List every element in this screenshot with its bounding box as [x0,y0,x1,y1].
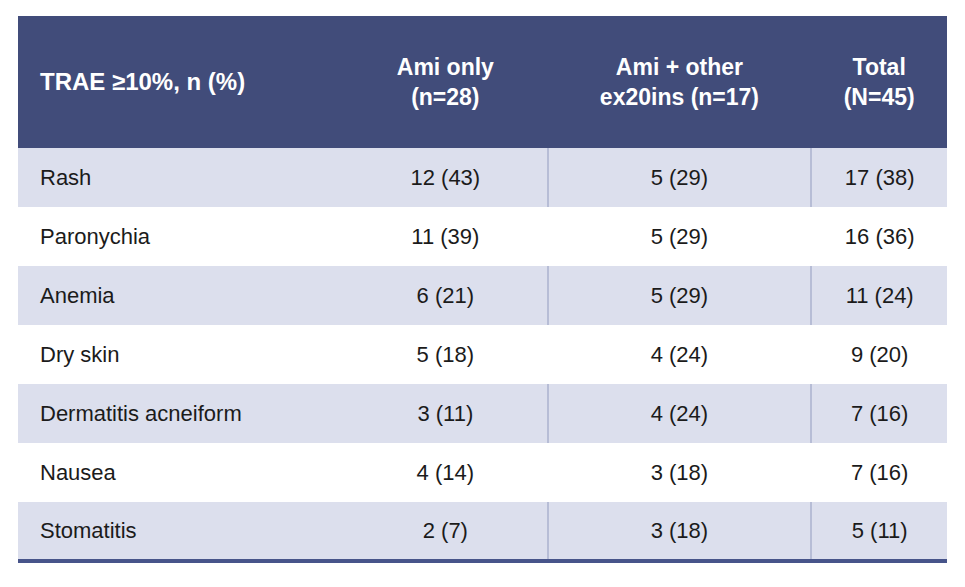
header-ami-other-line2: ex20ins (n=17) [552,82,808,112]
cell-ami-other: 4 (24) [548,384,812,443]
table-row: Rash 12 (43) 5 (29) 17 (38) [18,148,947,207]
header-ami-only: Ami only (n=28) [343,16,547,148]
header-ami-only-line1: Ami only [347,52,543,82]
row-label: Anemia [18,266,343,325]
adverse-events-table: TRAE ≥10%, n (%) Ami only (n=28) Ami + o… [18,16,947,563]
cell-ami-other: 4 (24) [548,325,812,384]
table-row: Dry skin 5 (18) 4 (24) 9 (20) [18,325,947,384]
cell-total: 17 (38) [811,148,947,207]
cell-total: 16 (36) [811,207,947,266]
table-row: Dermatitis acneiform 3 (11) 4 (24) 7 (16… [18,384,947,443]
cell-ami-other: 5 (29) [548,266,812,325]
row-label: Stomatitis [18,502,343,561]
cell-total: 9 (20) [811,325,947,384]
cell-total: 5 (11) [811,502,947,561]
cell-ami-only: 12 (43) [343,148,547,207]
cell-total: 7 (16) [811,443,947,502]
cell-ami-other: 5 (29) [548,148,812,207]
cell-ami-other: 5 (29) [548,207,812,266]
table-row: Stomatitis 2 (7) 3 (18) 5 (11) [18,502,947,561]
table-header-row: TRAE ≥10%, n (%) Ami only (n=28) Ami + o… [18,16,947,148]
row-label: Nausea [18,443,343,502]
cell-total: 7 (16) [811,384,947,443]
row-label: Paronychia [18,207,343,266]
header-total-line1: Total [815,52,943,82]
header-total-line2: (N=45) [815,82,943,112]
header-ami-other: Ami + other ex20ins (n=17) [548,16,812,148]
header-ami-only-line2: (n=28) [347,82,543,112]
table-row: Anemia 6 (21) 5 (29) 11 (24) [18,266,947,325]
header-ami-other-line1: Ami + other [552,52,808,82]
cell-total: 11 (24) [811,266,947,325]
cell-ami-only: 5 (18) [343,325,547,384]
cell-ami-only: 6 (21) [343,266,547,325]
cell-ami-other: 3 (18) [548,502,812,561]
table-row: Nausea 4 (14) 3 (18) 7 (16) [18,443,947,502]
row-label: Rash [18,148,343,207]
cell-ami-only: 3 (11) [343,384,547,443]
table-row: Paronychia 11 (39) 5 (29) 16 (36) [18,207,947,266]
row-label: Dermatitis acneiform [18,384,343,443]
cell-ami-other: 3 (18) [548,443,812,502]
cell-ami-only: 2 (7) [343,502,547,561]
row-label: Dry skin [18,325,343,384]
header-total: Total (N=45) [811,16,947,148]
header-trae-label: TRAE ≥10%, n (%) [18,16,343,148]
cell-ami-only: 4 (14) [343,443,547,502]
cell-ami-only: 11 (39) [343,207,547,266]
